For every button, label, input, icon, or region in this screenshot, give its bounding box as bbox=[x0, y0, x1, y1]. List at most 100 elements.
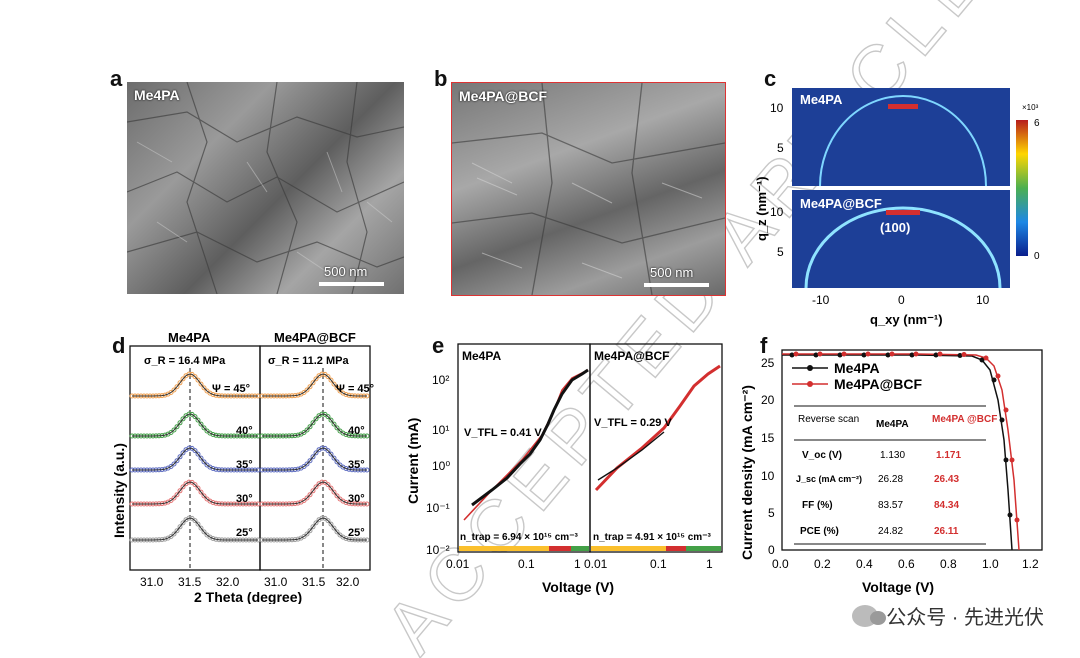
e-ytick: 10⁻¹ bbox=[426, 501, 450, 515]
jv-marker bbox=[889, 351, 895, 357]
xrd-point bbox=[198, 525, 204, 531]
xrd-point bbox=[310, 420, 316, 426]
xrd-point bbox=[168, 534, 174, 539]
colorbar-unit: ×10³ bbox=[1022, 103, 1039, 112]
xrd-point bbox=[313, 450, 319, 456]
legend-me4pa: Me4PA bbox=[834, 360, 880, 376]
e-xtick: 0.1 bbox=[518, 557, 535, 571]
colorbar bbox=[1016, 120, 1028, 256]
grain-texture bbox=[127, 82, 404, 294]
c-ytick: 5 bbox=[777, 245, 784, 259]
xrd-fit-curve bbox=[262, 517, 367, 541]
psi-label: Ψ = 45° bbox=[212, 383, 250, 395]
xrd-point bbox=[331, 455, 337, 461]
xrd-point bbox=[210, 432, 216, 437]
xrd-point bbox=[171, 461, 177, 467]
xrd-point bbox=[171, 427, 177, 433]
psi-label: 30° bbox=[348, 493, 365, 505]
d-left-stress: σ_R = 16.4 MPa bbox=[144, 355, 226, 367]
panel-d-xrd: Me4PA Me4PA@BCF σ_R = 16.4 MPa σ_R = 11.… bbox=[111, 330, 374, 604]
xrd-point bbox=[325, 414, 331, 420]
jv-marker bbox=[1003, 457, 1009, 463]
f-ytick: 0 bbox=[768, 543, 775, 557]
scale-label: 500 nm bbox=[650, 265, 694, 280]
xrd-point bbox=[310, 524, 316, 530]
c-ylabel: q_z (nm⁻¹) bbox=[754, 176, 769, 241]
xrd-point bbox=[313, 484, 319, 490]
e-xtick: 1 bbox=[706, 557, 713, 571]
table-cell: J_sc (mA cm⁻²) bbox=[796, 474, 862, 484]
xrd-point bbox=[343, 500, 349, 505]
xrd-point bbox=[334, 459, 340, 465]
jv-marker bbox=[913, 351, 919, 357]
xrd-point bbox=[334, 385, 340, 391]
table-cell: 24.82 bbox=[878, 526, 903, 537]
xrd-point bbox=[313, 376, 319, 382]
table-cell: 1.130 bbox=[880, 450, 905, 461]
xrd-point bbox=[198, 421, 204, 427]
xrd-point bbox=[201, 459, 207, 465]
xrd-point bbox=[210, 500, 216, 505]
c-bottom-title: Me4PA@BCF bbox=[800, 196, 882, 211]
xrd-fit-curve bbox=[132, 481, 258, 505]
xrd-point bbox=[343, 536, 349, 541]
psi-label: 30° bbox=[236, 493, 253, 505]
xrd-point bbox=[328, 417, 334, 423]
d-right-stress: σ_R = 11.2 MPa bbox=[268, 355, 349, 367]
d-xtick: 31.0 bbox=[264, 575, 288, 589]
jv-marker bbox=[991, 377, 997, 383]
table-cell: 83.57 bbox=[878, 500, 903, 511]
xrd-point bbox=[210, 536, 216, 541]
legend-me4pa-bcf: Me4PA@BCF bbox=[834, 376, 923, 392]
panel-c-giwaxs: Me4PA Me4PA@BCF (100) 10 5 10 5 q_z (nm⁻… bbox=[754, 88, 1040, 327]
jv-marker bbox=[983, 355, 989, 361]
panel-b-sem-image: Me4PA@BCF 500 nm bbox=[451, 82, 726, 296]
e-ytick: 10¹ bbox=[432, 423, 449, 437]
f-xlabel: Voltage (V) bbox=[862, 579, 934, 595]
d-left-title: Me4PA bbox=[168, 330, 211, 345]
xrd-point bbox=[301, 464, 307, 469]
xrd-point bbox=[195, 417, 201, 423]
trap-region-band bbox=[666, 546, 686, 551]
xrd-point bbox=[310, 488, 316, 494]
xrd-point bbox=[180, 520, 186, 526]
e-right-frame bbox=[589, 343, 723, 553]
xrd-point bbox=[177, 454, 183, 460]
f-xtick: 0.6 bbox=[898, 557, 915, 571]
wechat-icon bbox=[852, 604, 887, 627]
jv-marker bbox=[937, 351, 943, 357]
xrd-fit-curve bbox=[262, 413, 367, 437]
xrd-point bbox=[171, 531, 177, 537]
d-xtick: 32.0 bbox=[336, 575, 360, 589]
xrd-point bbox=[174, 424, 180, 430]
xrd-point bbox=[195, 485, 201, 491]
xrd-point bbox=[192, 448, 198, 454]
e-xtick: 0.01 bbox=[446, 557, 470, 571]
panel-b-title: Me4PA@BCF bbox=[459, 88, 548, 104]
jv-marker bbox=[1003, 407, 1009, 413]
xrd-point bbox=[201, 385, 207, 391]
jv-marker bbox=[995, 373, 1001, 379]
xrd-point bbox=[177, 420, 183, 426]
xrd-point bbox=[171, 387, 177, 393]
xrd-point bbox=[331, 525, 337, 531]
xrd-point bbox=[304, 461, 310, 467]
xrd-point bbox=[343, 392, 349, 397]
xrd-point bbox=[192, 414, 198, 420]
jv-marker bbox=[1007, 512, 1013, 518]
xrd-point bbox=[310, 380, 316, 386]
jv-marker bbox=[957, 353, 963, 358]
jv-marker bbox=[885, 352, 891, 358]
xrd-point bbox=[210, 466, 216, 471]
table-header: Me4PA @BCF bbox=[932, 414, 997, 425]
e-left-title: Me4PA bbox=[462, 349, 501, 363]
jv-marker bbox=[813, 352, 819, 358]
panel-e-sclc: Me4PA Me4PA@BCF V_TFL = 0.41 V V_TFL = 0… bbox=[405, 343, 723, 595]
d-xtick: 31.5 bbox=[178, 575, 202, 589]
xrd-point bbox=[168, 430, 174, 435]
xrd-point bbox=[198, 455, 204, 461]
xrd-point bbox=[307, 458, 313, 464]
e-ytick: 10⁻² bbox=[426, 543, 450, 557]
xrd-point bbox=[328, 377, 334, 383]
e-right-vtfl: V_TFL = 0.29 V bbox=[594, 417, 672, 429]
